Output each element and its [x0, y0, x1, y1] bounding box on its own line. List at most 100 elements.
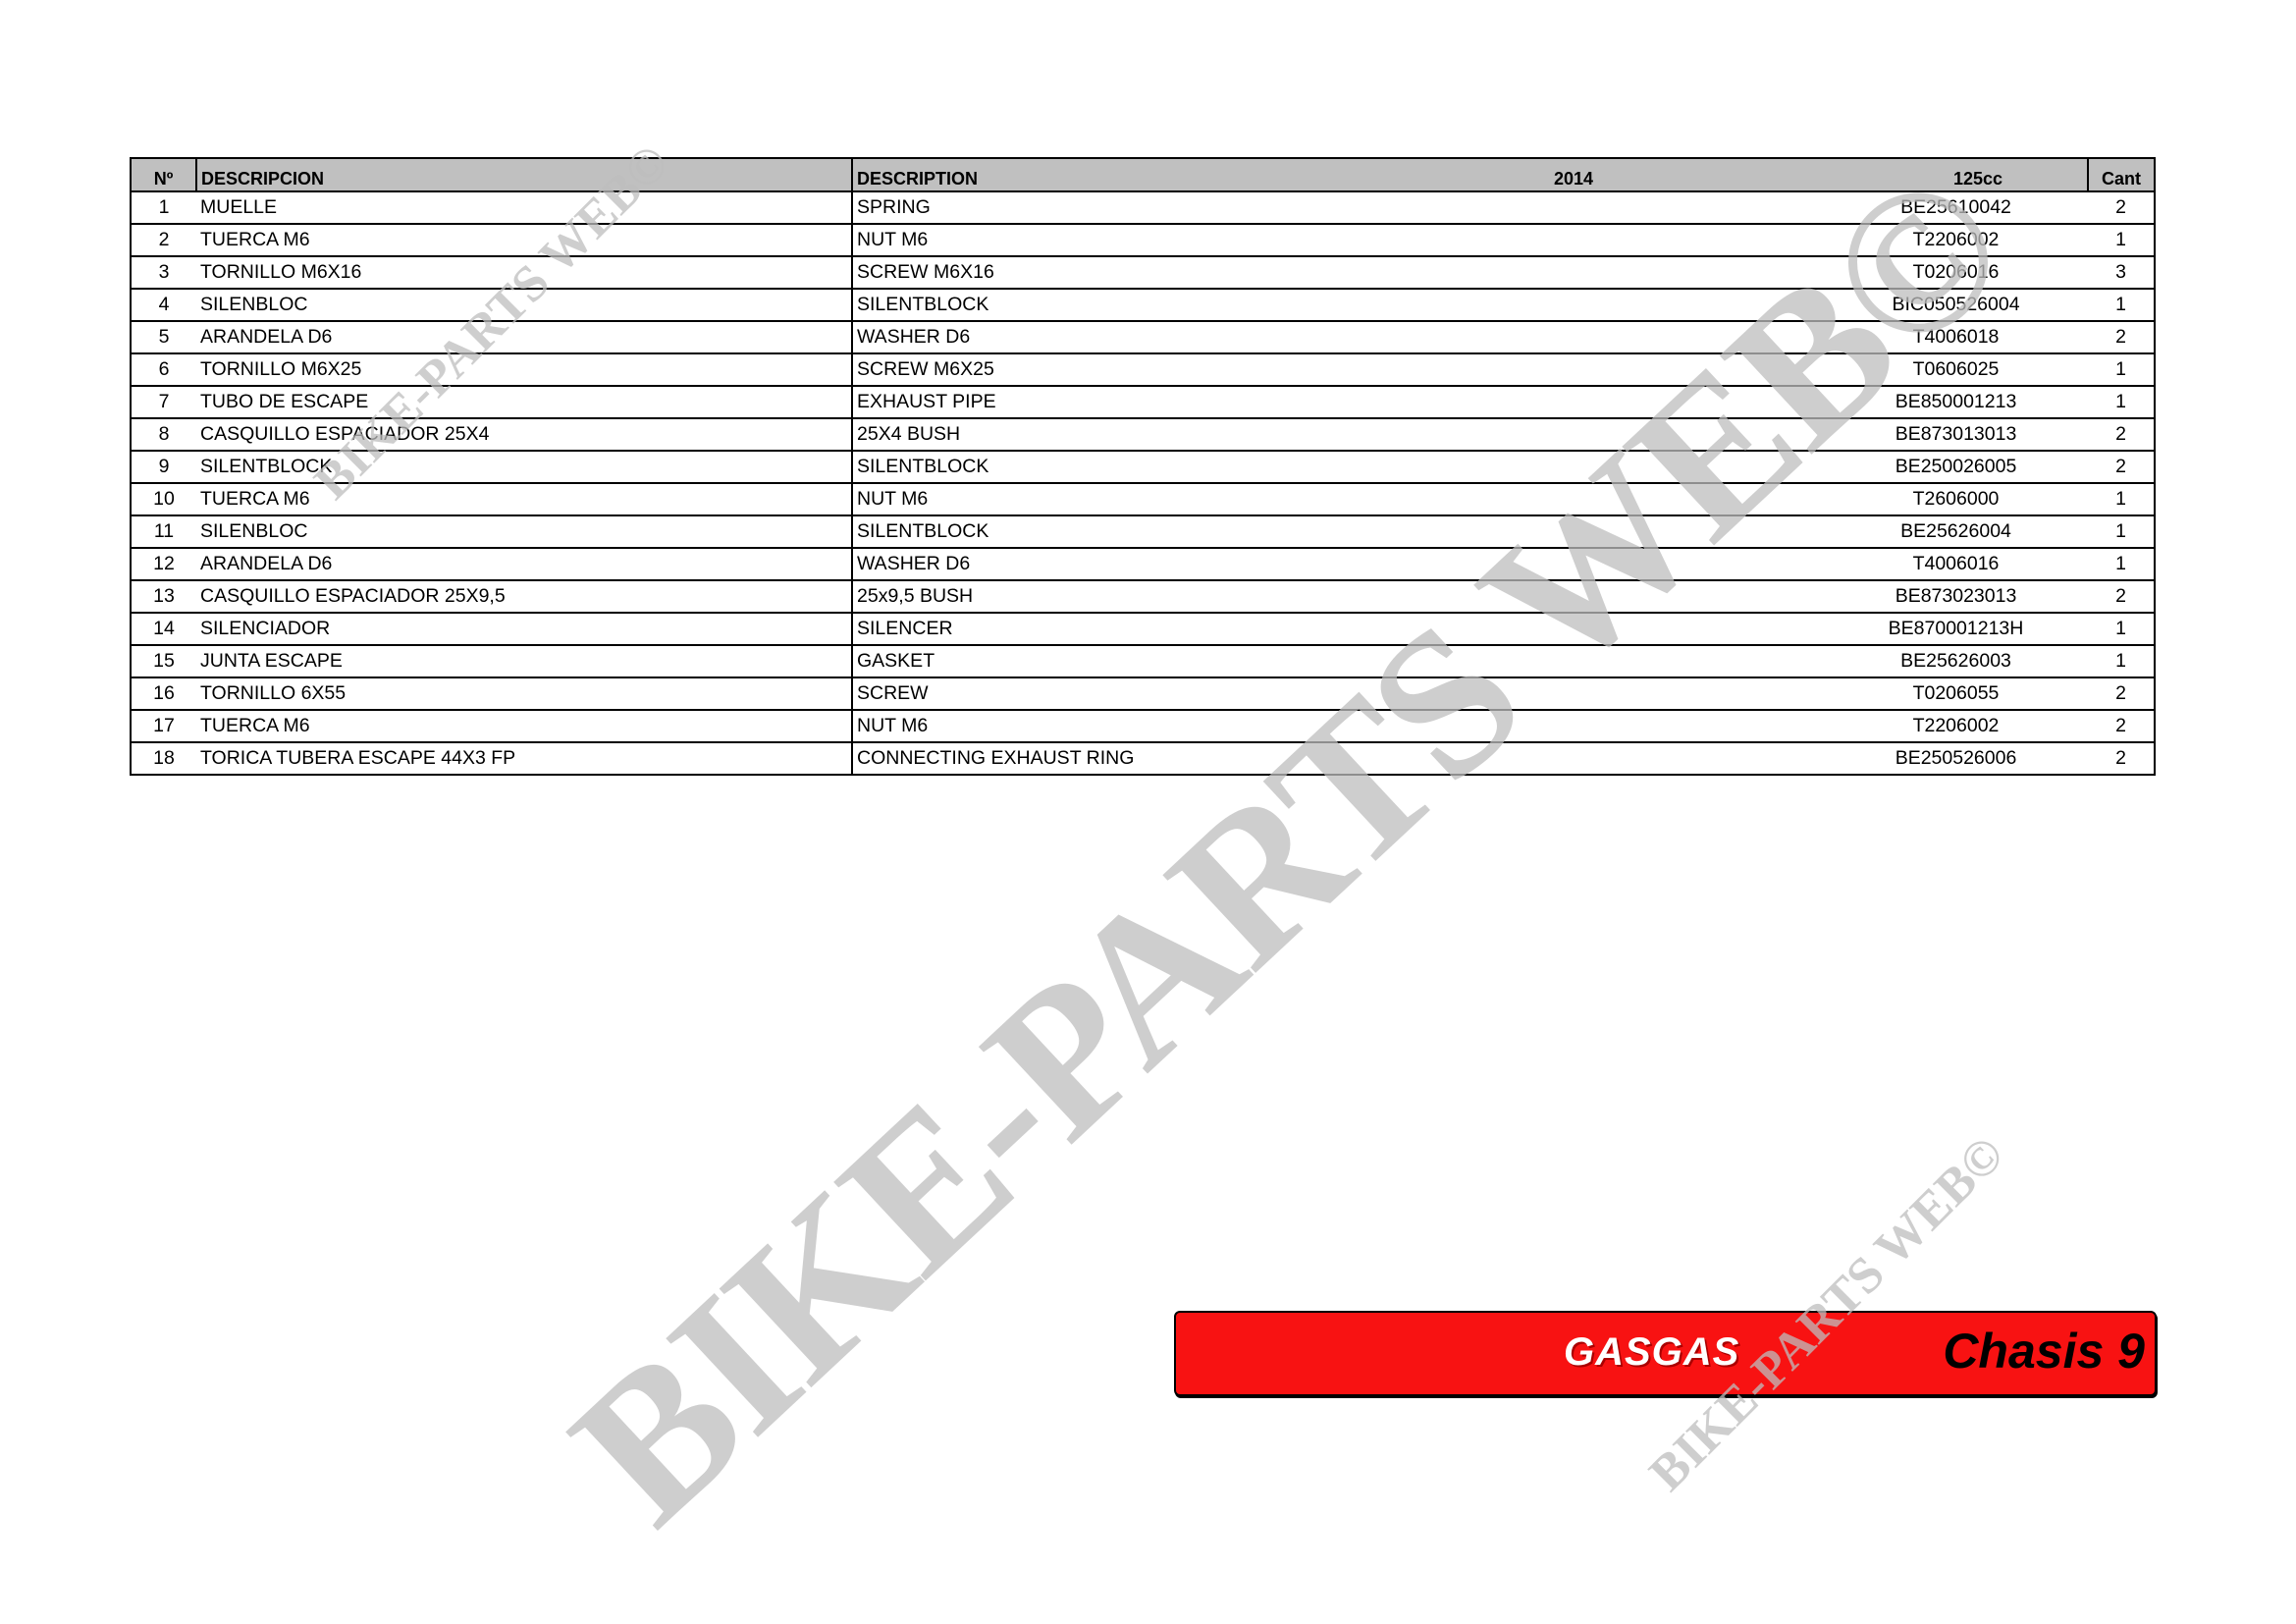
row-descripcion: ARANDELA D6	[196, 548, 853, 581]
row-descripcion: JUNTA ESCAPE	[196, 645, 853, 678]
row-quantity: 1	[2088, 515, 2155, 549]
row-description: SILENCER	[852, 613, 1824, 646]
row-number: 4	[131, 289, 196, 322]
header-cant: Cant	[2087, 158, 2155, 192]
table-row: 13 CASQUILLO ESPACIADOR 25X9,5 25x9,5 BUSH…	[131, 580, 2155, 614]
table-row: 5 ARANDELA D6 WASHER D6 T4006018 2	[131, 321, 2155, 354]
row-quantity: 2	[2088, 710, 2155, 743]
row-part-number: T2206002	[1824, 710, 2088, 743]
row-quantity: 1	[2088, 483, 2155, 516]
row-part-number: BIC050526004	[1824, 289, 2088, 322]
table-row: 12 ARANDELA D6 WASHER D6 T4006016 1	[131, 548, 2155, 581]
row-description: SILENTBLOCK	[852, 515, 1824, 549]
row-number: 18	[131, 742, 196, 776]
row-part-number: BE25626003	[1824, 645, 2088, 678]
row-quantity: 2	[2088, 321, 2155, 354]
row-number: 12	[131, 548, 196, 581]
row-number: 9	[131, 451, 196, 484]
parts-table: Nº DESCRIPCION DESCRIPTION 2014 125cc Ca…	[130, 157, 2156, 776]
table-row: 10 TUERCA M6 NUT M6 T2606000 1	[131, 483, 2155, 516]
table-row: 17 TUERCA M6 NUT M6 T2206002 2	[131, 710, 2155, 743]
row-description: NUT M6	[852, 224, 1824, 257]
row-part-number: BE250526006	[1824, 742, 2088, 776]
row-description: SILENTBLOCK	[852, 451, 1824, 484]
header-description-label: DESCRIPTION	[857, 169, 979, 189]
section-title: Chasis 9	[1943, 1324, 2145, 1379]
row-descripcion: TORNILLO M6X16	[196, 256, 853, 290]
row-part-number: T4006018	[1824, 321, 2088, 354]
row-part-number: T0206055	[1824, 677, 2088, 711]
row-descripcion: SILENCIADOR	[196, 613, 853, 646]
table-row: 18 TORICA TUBERA ESCAPE 44X3 FP CONNECTING…	[131, 742, 2155, 776]
row-descripcion: TORNILLO M6X25	[196, 353, 853, 387]
row-description: NUT M6	[852, 710, 1824, 743]
table-row: 16 TORNILLO 6X55 SCREW T0206055 2	[131, 677, 2155, 711]
row-number: 13	[131, 580, 196, 614]
row-descripcion: CASQUILLO ESPACIADOR 25X4	[196, 418, 853, 452]
row-description: 25x9,5 BUSH	[852, 580, 1824, 614]
row-number: 8	[131, 418, 196, 452]
row-descripcion: TORICA TUBERA ESCAPE 44X3 FP	[196, 742, 853, 776]
header-year: 2014	[1554, 169, 1594, 189]
row-number: 3	[131, 256, 196, 290]
row-description: SCREW M6X16	[852, 256, 1824, 290]
row-description: EXHAUST PIPE	[852, 386, 1824, 419]
row-number: 17	[131, 710, 196, 743]
row-part-number: T2606000	[1824, 483, 2088, 516]
row-number: 14	[131, 613, 196, 646]
row-descripcion: SILENBLOC	[196, 515, 853, 549]
row-number: 10	[131, 483, 196, 516]
row-descripcion: TORNILLO 6X55	[196, 677, 853, 711]
row-part-number: BE25610042	[1824, 191, 2088, 225]
row-description: CONNECTING EXHAUST RING	[852, 742, 1824, 776]
table-row: 3 TORNILLO M6X16 SCREW M6X16 T0206016 3	[131, 256, 2155, 290]
row-descripcion: SILENTBLOCK	[196, 451, 853, 484]
gasgas-logo: GASGAS	[1564, 1330, 1740, 1374]
row-quantity: 1	[2088, 289, 2155, 322]
row-part-number: BE25626004	[1824, 515, 2088, 549]
header-ref-spacer	[1824, 158, 2088, 192]
row-part-number: T2206002	[1824, 224, 2088, 257]
row-quantity: 1	[2088, 353, 2155, 387]
row-part-number: BE850001213	[1824, 386, 2088, 419]
header-model: 125cc	[1952, 169, 2003, 189]
section-banner: GASGAS Chasis 9	[1174, 1311, 2157, 1396]
row-quantity: 1	[2088, 645, 2155, 678]
row-descripcion: MUELLE	[196, 191, 853, 225]
row-description: WASHER D6	[852, 548, 1824, 581]
row-quantity: 1	[2088, 224, 2155, 257]
row-number: 1	[131, 191, 196, 225]
row-quantity: 2	[2088, 742, 2155, 776]
row-description: SPRING	[852, 191, 1824, 225]
row-quantity: 2	[2088, 677, 2155, 711]
row-description: NUT M6	[852, 483, 1824, 516]
row-part-number: T0206016	[1824, 256, 2088, 290]
row-description: 25X4 BUSH	[852, 418, 1824, 452]
row-descripcion: TUBO DE ESCAPE	[196, 386, 853, 419]
row-part-number: BE250026005	[1824, 451, 2088, 484]
row-number: 15	[131, 645, 196, 678]
table-row: 15 JUNTA ESCAPE GASKET BE25626003 1	[131, 645, 2155, 678]
row-descripcion: TUERCA M6	[196, 483, 853, 516]
table-row: 2 TUERCA M6 NUT M6 T2206002 1	[131, 224, 2155, 257]
row-quantity: 1	[2088, 386, 2155, 419]
row-description: WASHER D6	[852, 321, 1824, 354]
table-row: 4 SILENBLOC SILENTBLOCK BIC050526004 1	[131, 289, 2155, 322]
row-part-number: BE873013013	[1824, 418, 2088, 452]
row-description: GASKET	[852, 645, 1824, 678]
row-number: 6	[131, 353, 196, 387]
row-part-number: T4006016	[1824, 548, 2088, 581]
row-descripcion: ARANDELA D6	[196, 321, 853, 354]
row-part-number: BE870001213H	[1824, 613, 2088, 646]
row-part-number: T0606025	[1824, 353, 2088, 387]
row-part-number: BE873023013	[1824, 580, 2088, 614]
header-descripcion: DESCRIPCION	[196, 158, 853, 192]
row-number: 7	[131, 386, 196, 419]
table-row: 7 TUBO DE ESCAPE EXHAUST PIPE BE850001213 1	[131, 386, 2155, 419]
row-number: 11	[131, 515, 196, 549]
row-descripcion: TUERCA M6	[196, 710, 853, 743]
header-description: DESCRIPTION 2014 125cc	[852, 158, 2002, 192]
row-description: SCREW	[852, 677, 1824, 711]
row-number: 5	[131, 321, 196, 354]
row-quantity: 1	[2088, 548, 2155, 581]
